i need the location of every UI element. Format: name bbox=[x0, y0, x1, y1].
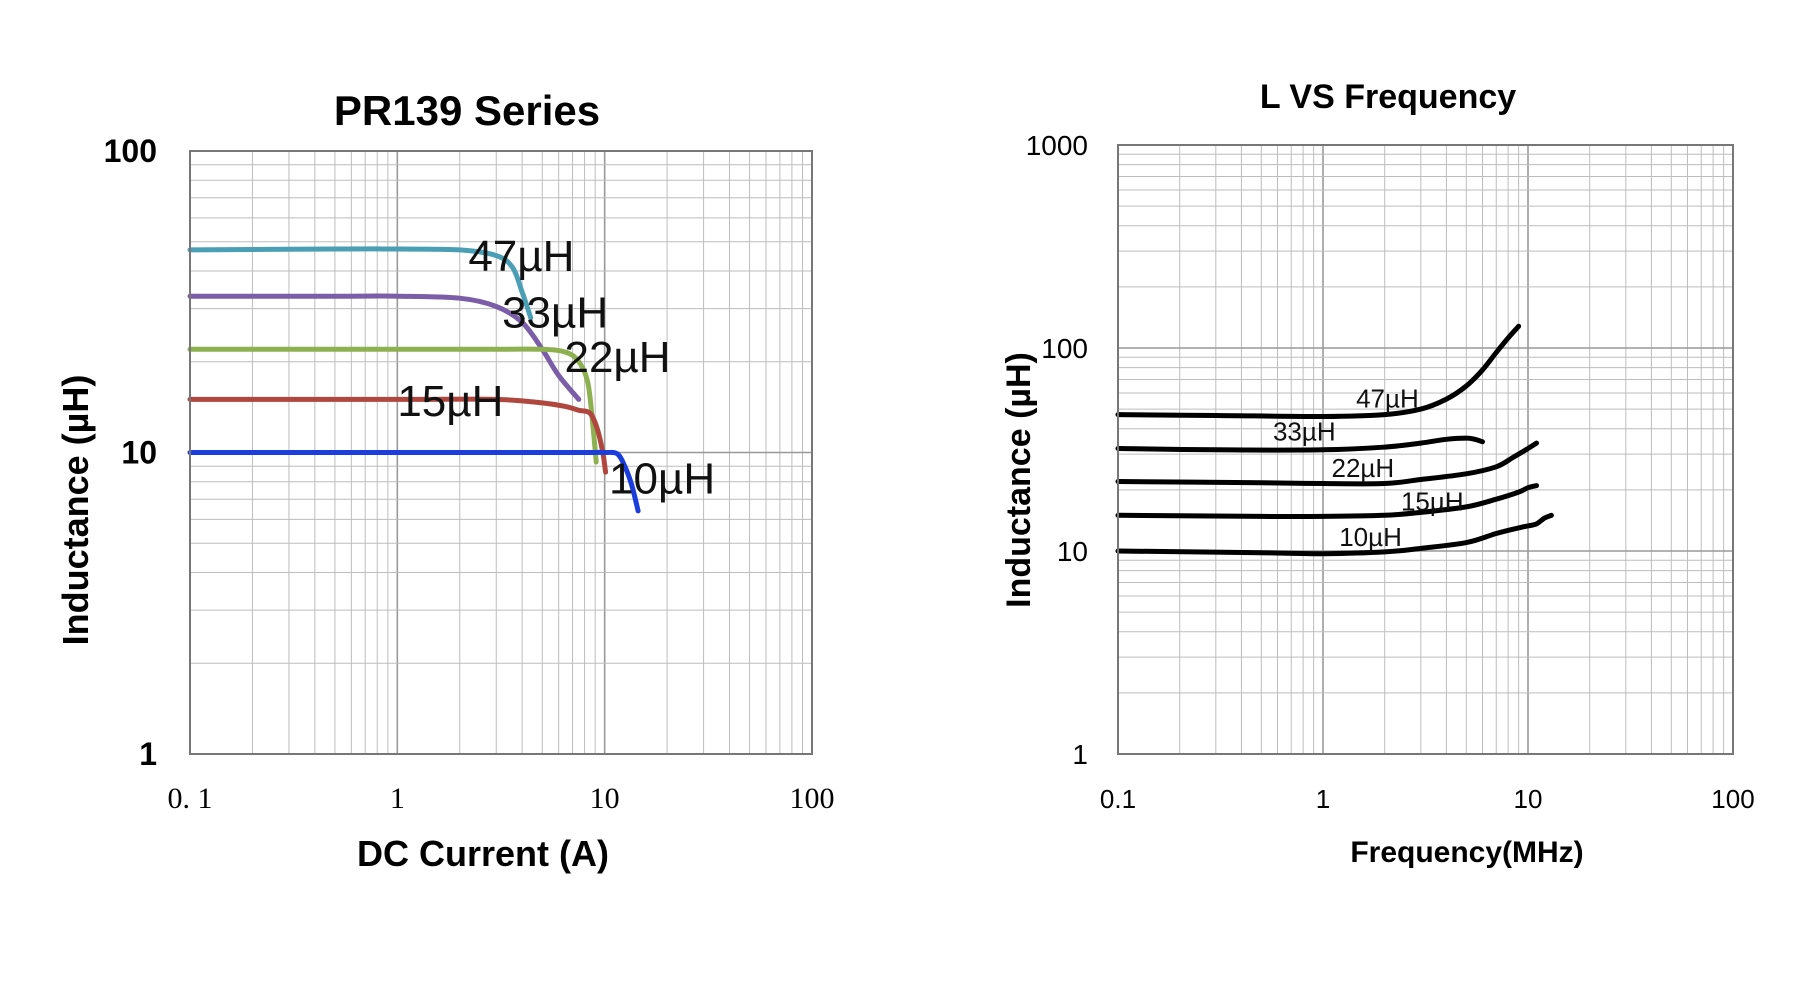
chart-title: L VS Frequency bbox=[1260, 78, 1516, 116]
x-tick-labels: 0.1 1 10 100 bbox=[1100, 784, 1755, 814]
series-line bbox=[1115, 435, 1485, 453]
y-tick-label: 10 bbox=[1057, 536, 1088, 567]
series-group bbox=[187, 246, 641, 514]
series-label: 47µH bbox=[468, 232, 574, 281]
y-tick-label: 1 bbox=[1072, 739, 1088, 770]
series-label: 33µH bbox=[1273, 417, 1336, 447]
series-group bbox=[1115, 323, 1554, 557]
x-tick-label: 0.1 bbox=[1100, 784, 1136, 814]
series-label: 15µH bbox=[397, 377, 503, 426]
y-tick-labels: 1 10 100 1000 bbox=[1026, 130, 1088, 770]
dc-current-chart: PR139 Series 0. 1 1 10 100 1 10 100 47µH 33µH2… bbox=[55, 87, 835, 874]
x-tick-labels: 0. 1 1 10 100 bbox=[168, 782, 835, 815]
x-tick-label: 1 bbox=[390, 782, 405, 815]
grid bbox=[1117, 145, 1733, 755]
series-label: 15µH bbox=[1401, 487, 1464, 517]
plot-frame bbox=[189, 150, 813, 755]
y-axis-label: Inductance (µH) bbox=[55, 375, 96, 646]
y-tick-labels: 1 10 100 bbox=[104, 133, 157, 772]
series-line bbox=[187, 396, 609, 475]
chart-title: PR139 Series bbox=[334, 87, 600, 134]
series-label: 33µH bbox=[502, 288, 608, 337]
y-tick-label: 100 bbox=[104, 133, 157, 169]
series-line bbox=[187, 346, 599, 465]
series-line bbox=[187, 246, 534, 321]
x-tick-label: 10 bbox=[1514, 784, 1543, 814]
x-tick-label: 1 bbox=[1316, 784, 1330, 814]
y-tick-label: 10 bbox=[121, 435, 157, 471]
x-tick-label: 100 bbox=[790, 782, 835, 815]
frequency-chart: L VS Frequency 0.1 1 10 100 1 10 100 1000 47µH… bbox=[1000, 78, 1755, 869]
series-line bbox=[1115, 440, 1539, 487]
y-tick-label: 1000 bbox=[1026, 130, 1088, 161]
x-tick-label: 0. 1 bbox=[168, 782, 213, 815]
series-line bbox=[187, 449, 641, 514]
series-label: 22µH bbox=[564, 333, 670, 382]
series-line bbox=[187, 293, 582, 402]
x-axis-label: DC Current (A) bbox=[357, 833, 609, 874]
series-label: 22µH bbox=[1331, 453, 1394, 483]
x-tick-label: 10 bbox=[590, 782, 620, 815]
x-axis-label: Frequency(MHz) bbox=[1350, 836, 1583, 869]
y-tick-label: 100 bbox=[1041, 333, 1088, 364]
series-line bbox=[1115, 512, 1554, 557]
plot-frame bbox=[1117, 144, 1734, 755]
series-label: 47µH bbox=[1356, 383, 1419, 413]
y-tick-label: 1 bbox=[139, 736, 157, 772]
x-tick-label: 100 bbox=[1711, 784, 1754, 814]
series-label: 10µH bbox=[1339, 522, 1402, 552]
series-label: 10µH bbox=[609, 455, 715, 504]
y-axis-label: Inductance (µH) bbox=[1000, 352, 1038, 608]
series-line bbox=[1115, 483, 1539, 520]
series-line bbox=[1115, 323, 1522, 420]
